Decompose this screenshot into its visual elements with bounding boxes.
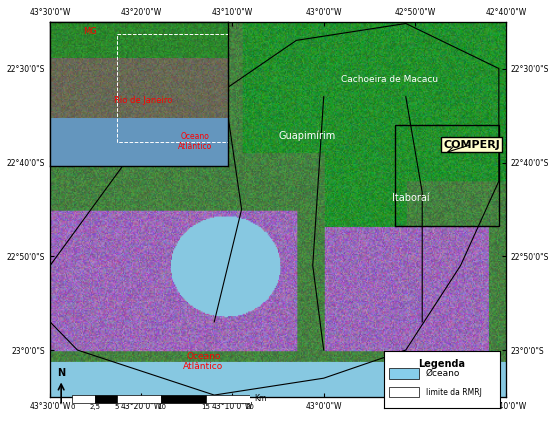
Text: Cachoeira de Macacu: Cachoeira de Macacu bbox=[341, 75, 438, 84]
Text: 10: 10 bbox=[157, 405, 166, 410]
Text: Øceano: Øceano bbox=[426, 369, 460, 378]
Text: MG: MG bbox=[83, 27, 97, 36]
Bar bbox=[117, 395, 161, 403]
Text: Oceano
Atlântico: Oceano Atlântico bbox=[183, 351, 224, 371]
Text: 5: 5 bbox=[115, 405, 119, 410]
Text: 0: 0 bbox=[70, 405, 75, 410]
Text: Legenda: Legenda bbox=[419, 359, 465, 369]
Text: 20: 20 bbox=[246, 405, 255, 410]
Text: COMPERJ: COMPERJ bbox=[443, 140, 500, 150]
Text: Oceano
Atlântico: Oceano Atlântico bbox=[177, 132, 212, 151]
Bar bbox=[206, 395, 250, 403]
Text: Km: Km bbox=[255, 395, 267, 403]
Bar bbox=[161, 395, 206, 403]
Text: Guapimírim: Guapimírim bbox=[279, 131, 336, 141]
Text: Rio de Janeiro: Rio de Janeiro bbox=[115, 96, 172, 106]
Text: N: N bbox=[57, 368, 65, 378]
Text: limite da RMRJ: limite da RMRJ bbox=[426, 388, 481, 397]
Bar bbox=[72, 395, 95, 403]
Bar bbox=[389, 387, 419, 398]
Text: 15: 15 bbox=[201, 405, 210, 410]
Text: Itaboraí: Itaboraí bbox=[393, 193, 430, 203]
Text: 2,5: 2,5 bbox=[89, 405, 100, 410]
Bar bbox=[95, 395, 117, 403]
Bar bbox=[389, 368, 419, 379]
